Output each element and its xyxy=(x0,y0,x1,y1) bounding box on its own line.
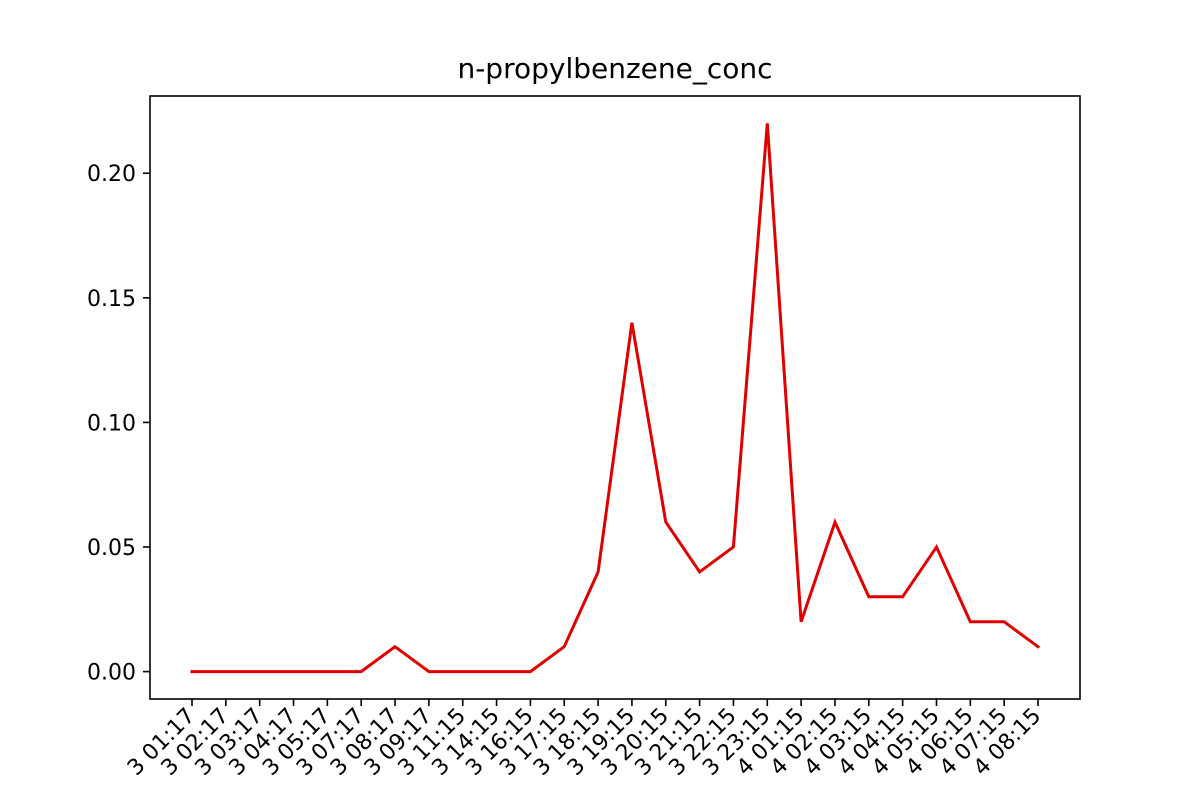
plot-area-frame xyxy=(149,95,1081,700)
y-tick-label: 0.20 xyxy=(87,162,136,187)
y-axis: 0.00 0.05 0.10 0.15 0.20 xyxy=(87,162,150,686)
series-line-0 xyxy=(190,123,1041,674)
y-tick-label: 0.15 xyxy=(87,287,136,312)
y-tick-label: 0.10 xyxy=(87,411,136,436)
series-layer xyxy=(190,123,1041,674)
y-tick-label: 0.05 xyxy=(87,536,136,561)
y-tick-label: 0.00 xyxy=(87,661,136,686)
chart-title: n-propylbenzene_conc xyxy=(457,52,772,85)
x-axis: 3 01:173 02:173 03:173 04:173 05:173 07:… xyxy=(123,699,1046,781)
